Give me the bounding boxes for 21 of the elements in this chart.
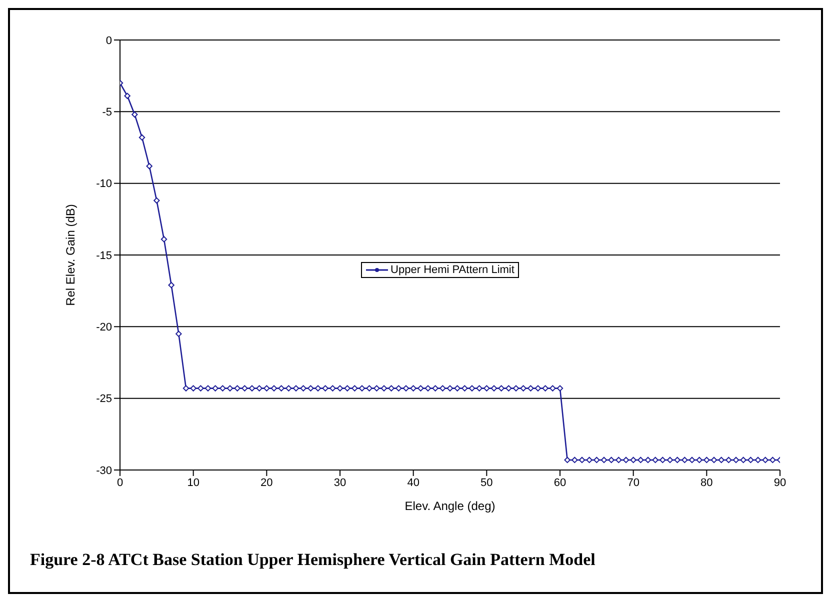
x-tick-label: 0 [116, 476, 124, 489]
x-tick-label: 60 [554, 476, 566, 489]
x-tick-label: 50 [480, 476, 493, 489]
x-tick-label: 90 [774, 476, 786, 489]
y-tick-label: -20 [96, 322, 112, 334]
y-tick-label: -5 [102, 106, 112, 119]
x-tick-label: 80 [700, 476, 713, 489]
y-tick-label: 0 [106, 34, 112, 47]
x-tick-label: 30 [334, 476, 346, 489]
x-tick-label: 40 [407, 476, 420, 489]
legend-label: Upper Hemi PAttern Limit [390, 264, 514, 276]
text: Figure 2-8 ATCt Base Station Upper Hemisphere Vertical Gain Pattern Model [30, 550, 596, 570]
x-tick-label: 10 [187, 476, 200, 489]
y-tick-label: -10 [96, 178, 112, 190]
y-axis-title: Rel Elev. Gain (dB) [63, 204, 78, 306]
y-tick-label: -15 [96, 250, 112, 262]
y-tick-label: -25 [96, 393, 112, 406]
x-tick-label: 20 [260, 476, 273, 489]
x-axis-title: Elev. Angle (deg) [404, 499, 496, 513]
x-tick-label: 70 [627, 476, 640, 489]
y-tick-label: -30 [96, 464, 112, 477]
